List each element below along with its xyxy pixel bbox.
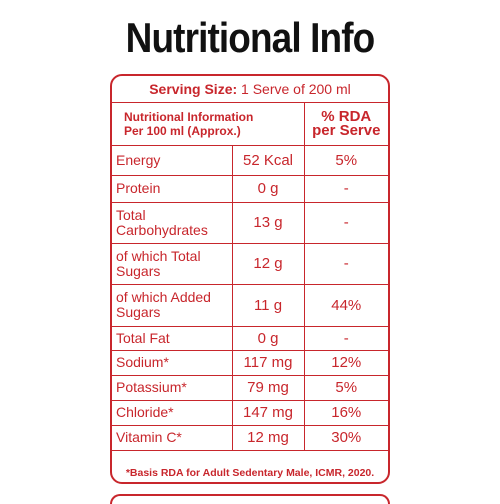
nutrient-amount: 12 g bbox=[231, 242, 305, 285]
nutrient-rda: - bbox=[303, 325, 388, 351]
nutrient-rda: 5% bbox=[303, 374, 388, 401]
nutrient-rda: - bbox=[303, 174, 388, 203]
table-row: of which Added Sugars 11 g 44% bbox=[112, 283, 388, 327]
table-row: Energy 52 Kcal 5% bbox=[112, 144, 388, 176]
nutrient-name: of which Total Sugars bbox=[112, 242, 233, 285]
table-row: Total Carbohydrates 13 g - bbox=[112, 201, 388, 244]
nutrient-rda: - bbox=[303, 242, 388, 285]
header-nutritional-information: Nutritional Information Per 100 ml (Appr… bbox=[112, 103, 305, 146]
serving-size: Serving Size: 1 Serve of 200 ml bbox=[112, 76, 388, 103]
nutrient-rda: 44% bbox=[303, 283, 388, 327]
nutrient-name: of which Added Sugars bbox=[112, 283, 233, 327]
nutrient-name: Vitamin C* bbox=[112, 424, 233, 451]
nutrient-amount: 11 g bbox=[231, 283, 305, 327]
nutrient-name: Potassium* bbox=[112, 374, 233, 401]
header-col3-line1: % RDA bbox=[321, 107, 372, 125]
header-col1-line1: Nutritional Information bbox=[124, 109, 254, 124]
nutrient-rda: 30% bbox=[303, 424, 388, 451]
nutrient-amount: 0 g bbox=[231, 325, 305, 351]
page-title: Nutritional Info bbox=[125, 14, 376, 61]
serving-size-value: 1 Serve of 200 ml bbox=[241, 81, 351, 97]
table-header-row: Nutritional Information Per 100 ml (Appr… bbox=[112, 103, 388, 146]
nutrient-amount: 13 g bbox=[231, 201, 305, 244]
nutrient-amount: 12 mg bbox=[231, 424, 305, 451]
nutrition-table: Nutritional Information Per 100 ml (Appr… bbox=[112, 103, 388, 451]
nutrient-name: Total Fat bbox=[112, 325, 233, 351]
header-col1-line2: Per 100 ml (Approx.) bbox=[124, 123, 241, 138]
nutrition-panel: Serving Size: 1 Serve of 200 ml Nutritio… bbox=[110, 74, 390, 484]
nutrient-amount: 0 g bbox=[231, 174, 305, 203]
nutrient-rda: 16% bbox=[303, 399, 388, 426]
nutrient-rda: - bbox=[303, 201, 388, 244]
nutrient-name: Chloride* bbox=[112, 399, 233, 426]
table-row: Total Fat 0 g - bbox=[112, 325, 388, 351]
nutrient-name: Protein bbox=[112, 174, 233, 203]
nutrient-rda: 5% bbox=[303, 144, 388, 176]
nutrient-name: Energy bbox=[112, 144, 233, 176]
nutrient-amount: 147 mg bbox=[231, 399, 305, 426]
header-col3-line2: per Serve bbox=[312, 121, 381, 139]
nutrient-amount: 79 mg bbox=[231, 374, 305, 401]
header-rda: % RDA per Serve bbox=[303, 103, 388, 146]
table-row: Potassium* 79 mg 5% bbox=[112, 374, 388, 401]
nutrient-name: Total Carbohydrates bbox=[112, 201, 233, 244]
table-row: of which Total Sugars 12 g - bbox=[112, 242, 388, 285]
table-row: Protein 0 g - bbox=[112, 174, 388, 203]
nutrient-amount: 117 mg bbox=[231, 349, 305, 376]
footnote: *Basis RDA for Adult Sedentary Male, ICM… bbox=[125, 467, 375, 479]
nutrient-amount: 52 Kcal bbox=[231, 144, 305, 176]
serving-size-label: Serving Size: bbox=[149, 81, 238, 97]
table-row: Chloride* 147 mg 16% bbox=[112, 399, 388, 426]
table-row: Vitamin C* 12 mg 30% bbox=[112, 424, 388, 451]
next-panel-edge bbox=[110, 494, 390, 504]
nutrient-name: Sodium* bbox=[112, 349, 233, 376]
nutrient-rda: 12% bbox=[303, 349, 388, 376]
table-row: Sodium* 117 mg 12% bbox=[112, 349, 388, 376]
